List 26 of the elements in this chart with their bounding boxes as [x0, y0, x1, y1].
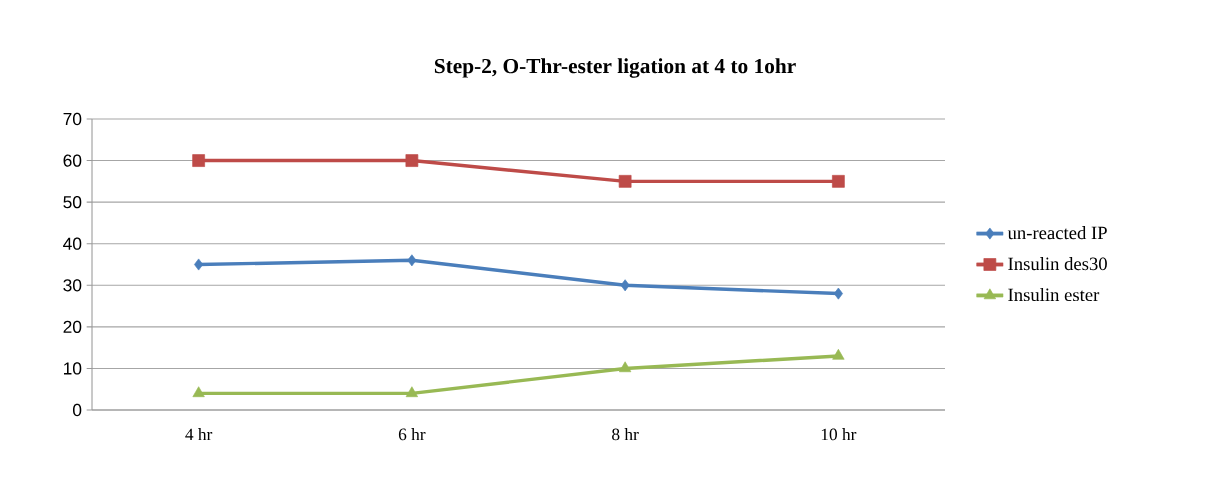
point [405, 386, 418, 398]
x-tick-label: 4 hr [185, 428, 213, 441]
legend-label: Insulin des30 [1008, 257, 1107, 271]
y-tick-label: 20 [63, 320, 82, 333]
y-tick-label: 40 [63, 237, 82, 250]
y-tick-label: 10 [64, 362, 82, 375]
x-tick-label: 10 hr [821, 428, 857, 441]
point [832, 348, 845, 360]
point [832, 175, 845, 188]
point [618, 175, 632, 188]
x-tick-label: 8 hr [612, 428, 639, 441]
point [192, 386, 205, 398]
y-tick-label: 70 [63, 112, 82, 126]
point [620, 279, 630, 292]
y-tick-label: 0 [72, 403, 82, 417]
y-tick-label: 30 [63, 279, 82, 292]
legend-label: un-reacted IP [1007, 226, 1107, 240]
point [619, 361, 632, 373]
point [407, 254, 417, 267]
chart-title: Step-2, O-Thr-ester ligation at 4 to 1ohr [434, 58, 796, 78]
point [192, 154, 205, 167]
y-tick-label: 60 [63, 154, 82, 167]
y-tick-label: 50 [63, 196, 82, 209]
legend-label: Insulin ester [1008, 287, 1100, 302]
x-tick-label: 6 hr [398, 428, 426, 441]
point [405, 154, 419, 167]
